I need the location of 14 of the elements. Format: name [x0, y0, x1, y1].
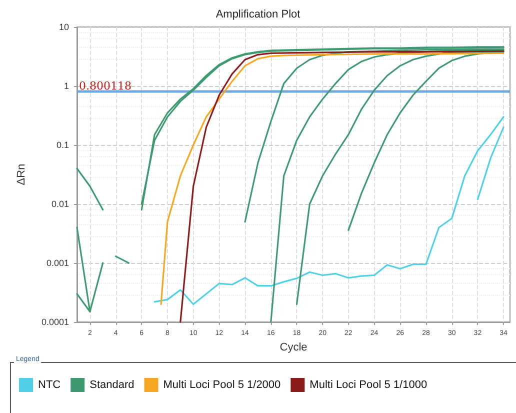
legend-label: Multi Loci Pool 5 1/1000	[310, 379, 428, 391]
legend-label: NTC	[38, 379, 61, 391]
y-tick-label: 0.1	[56, 140, 69, 150]
x-axis-title: Cycle	[280, 341, 308, 354]
chart-title: Amplification Plot	[216, 8, 300, 20]
ref-line-label: 0.800118	[79, 80, 132, 93]
y-tick-label: 0.0001	[41, 317, 69, 327]
y-tick-label: 10	[58, 22, 69, 32]
legend-label: Standard	[90, 379, 134, 391]
y-tick-label: 0.001	[46, 258, 69, 268]
y-tick-label: 1	[64, 81, 69, 91]
y-axis-title: ΔRn	[16, 164, 28, 186]
legend-label: Multi Loci Pool 5 1/2000	[163, 379, 281, 391]
y-tick-label: 0.01	[51, 199, 69, 209]
